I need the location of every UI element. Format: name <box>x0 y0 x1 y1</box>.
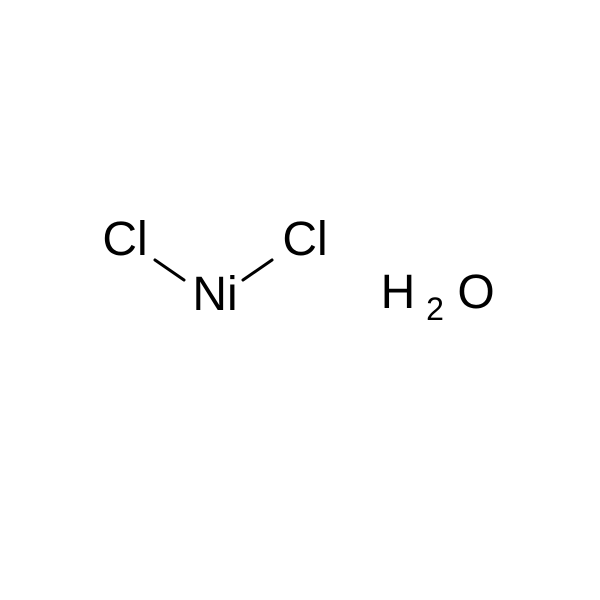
bond-Cl1-Ni <box>155 260 184 280</box>
bond-Ni-Cl2 <box>243 260 272 280</box>
atom-Cl1: Cl <box>102 213 147 266</box>
chemical-structure-diagram: Cl Ni Cl HO2 <box>0 0 600 600</box>
atom-Ni: Ni <box>192 268 237 321</box>
subscript-H: 2 <box>426 291 444 327</box>
atom-H: H <box>381 266 416 319</box>
atom-O: O <box>457 266 494 319</box>
atom-Cl2: Cl <box>282 213 327 266</box>
